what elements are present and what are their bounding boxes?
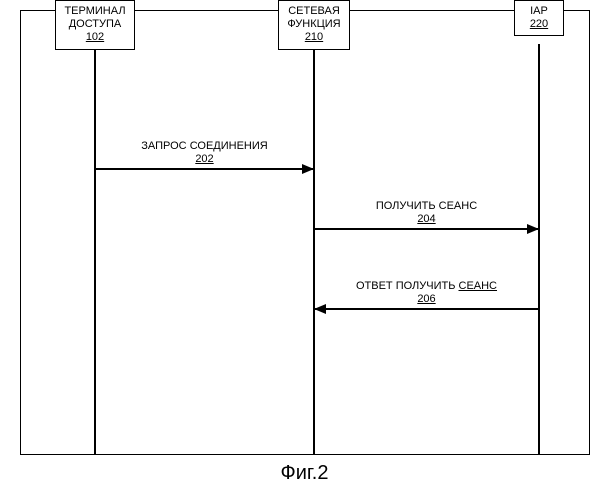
- message-id-get-session-response: 206: [314, 293, 539, 306]
- message-label-get-session-response: ОТВЕТ ПОЛУЧИТЬ СЕАНС: [314, 280, 539, 293]
- message-arrow-line-get-session-response: [314, 308, 539, 310]
- message-id-connection-request: 202: [95, 153, 314, 166]
- actor-id-iap: 220: [521, 18, 557, 31]
- actor-title-network: СЕТЕВАЯФУНКЦИЯ: [285, 5, 343, 31]
- actor-title-terminal: ТЕРМИНАЛДОСТУПА: [62, 5, 128, 31]
- actor-box-iap: IAP220: [514, 0, 564, 36]
- figure-caption: Фиг.2: [0, 462, 609, 485]
- actor-box-terminal: ТЕРМИНАЛДОСТУПА102: [55, 0, 135, 50]
- actor-id-terminal: 102: [62, 31, 128, 44]
- message-get-session-response: ОТВЕТ ПОЛУЧИТЬ СЕАНС206: [314, 280, 539, 306]
- lifeline-terminal: [94, 44, 96, 455]
- message-label-get-session: ПОЛУЧИТЬ СЕАНС: [314, 200, 539, 213]
- message-connection-request: ЗАПРОС СОЕДИНЕНИЯ202: [95, 140, 314, 166]
- lifeline-iap: [538, 44, 540, 455]
- actor-id-network: 210: [285, 31, 343, 44]
- actor-title-iap: IAP: [521, 5, 557, 18]
- message-arrow-line-get-session: [314, 228, 539, 230]
- message-get-session: ПОЛУЧИТЬ СЕАНС204: [314, 200, 539, 226]
- message-id-get-session: 204: [314, 213, 539, 226]
- lifeline-network: [313, 44, 315, 455]
- sequence-diagram-frame: [20, 10, 590, 455]
- message-label-connection-request: ЗАПРОС СОЕДИНЕНИЯ: [95, 140, 314, 153]
- actor-box-network: СЕТЕВАЯФУНКЦИЯ210: [278, 0, 350, 50]
- message-arrow-line-connection-request: [95, 168, 314, 170]
